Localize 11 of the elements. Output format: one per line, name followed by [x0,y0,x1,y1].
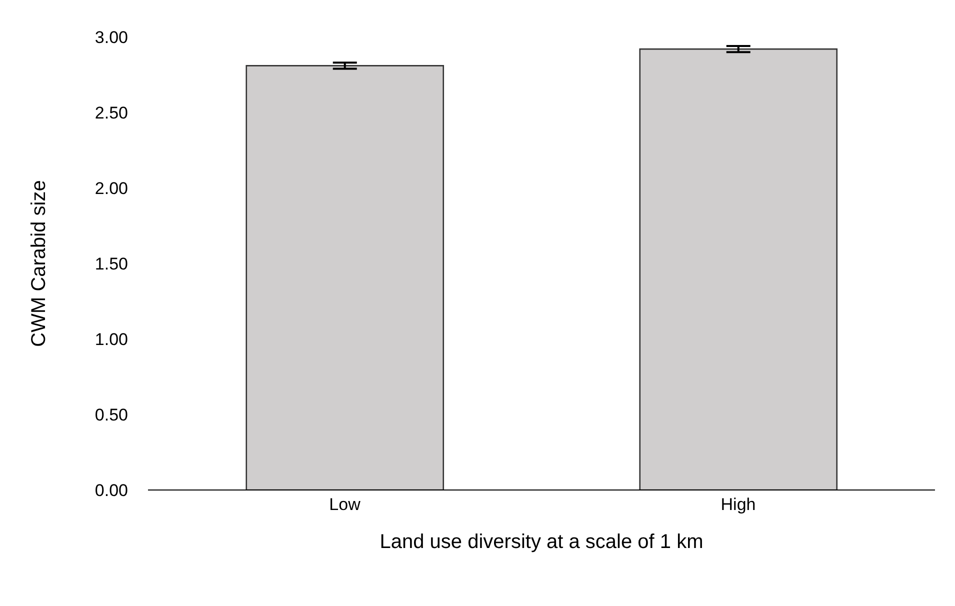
y-tick-label: 2.50 [94,104,128,123]
y-tick-label: 1.50 [94,254,128,274]
y-tick-label: 0.00 [94,481,128,500]
y-tick-label: 2.00 [94,179,128,198]
y-axis-title: CWM Carabid size [28,180,50,347]
x-tick-label: High [720,495,756,514]
y-tick-label: 3.00 [94,28,128,48]
y-tick-label: 1.00 [94,330,128,350]
x-axis-title: Land use diversity at a scale of 1 km [380,531,704,553]
x-tick-label: Low [329,495,362,514]
y-tick-label: 0.50 [94,406,128,425]
